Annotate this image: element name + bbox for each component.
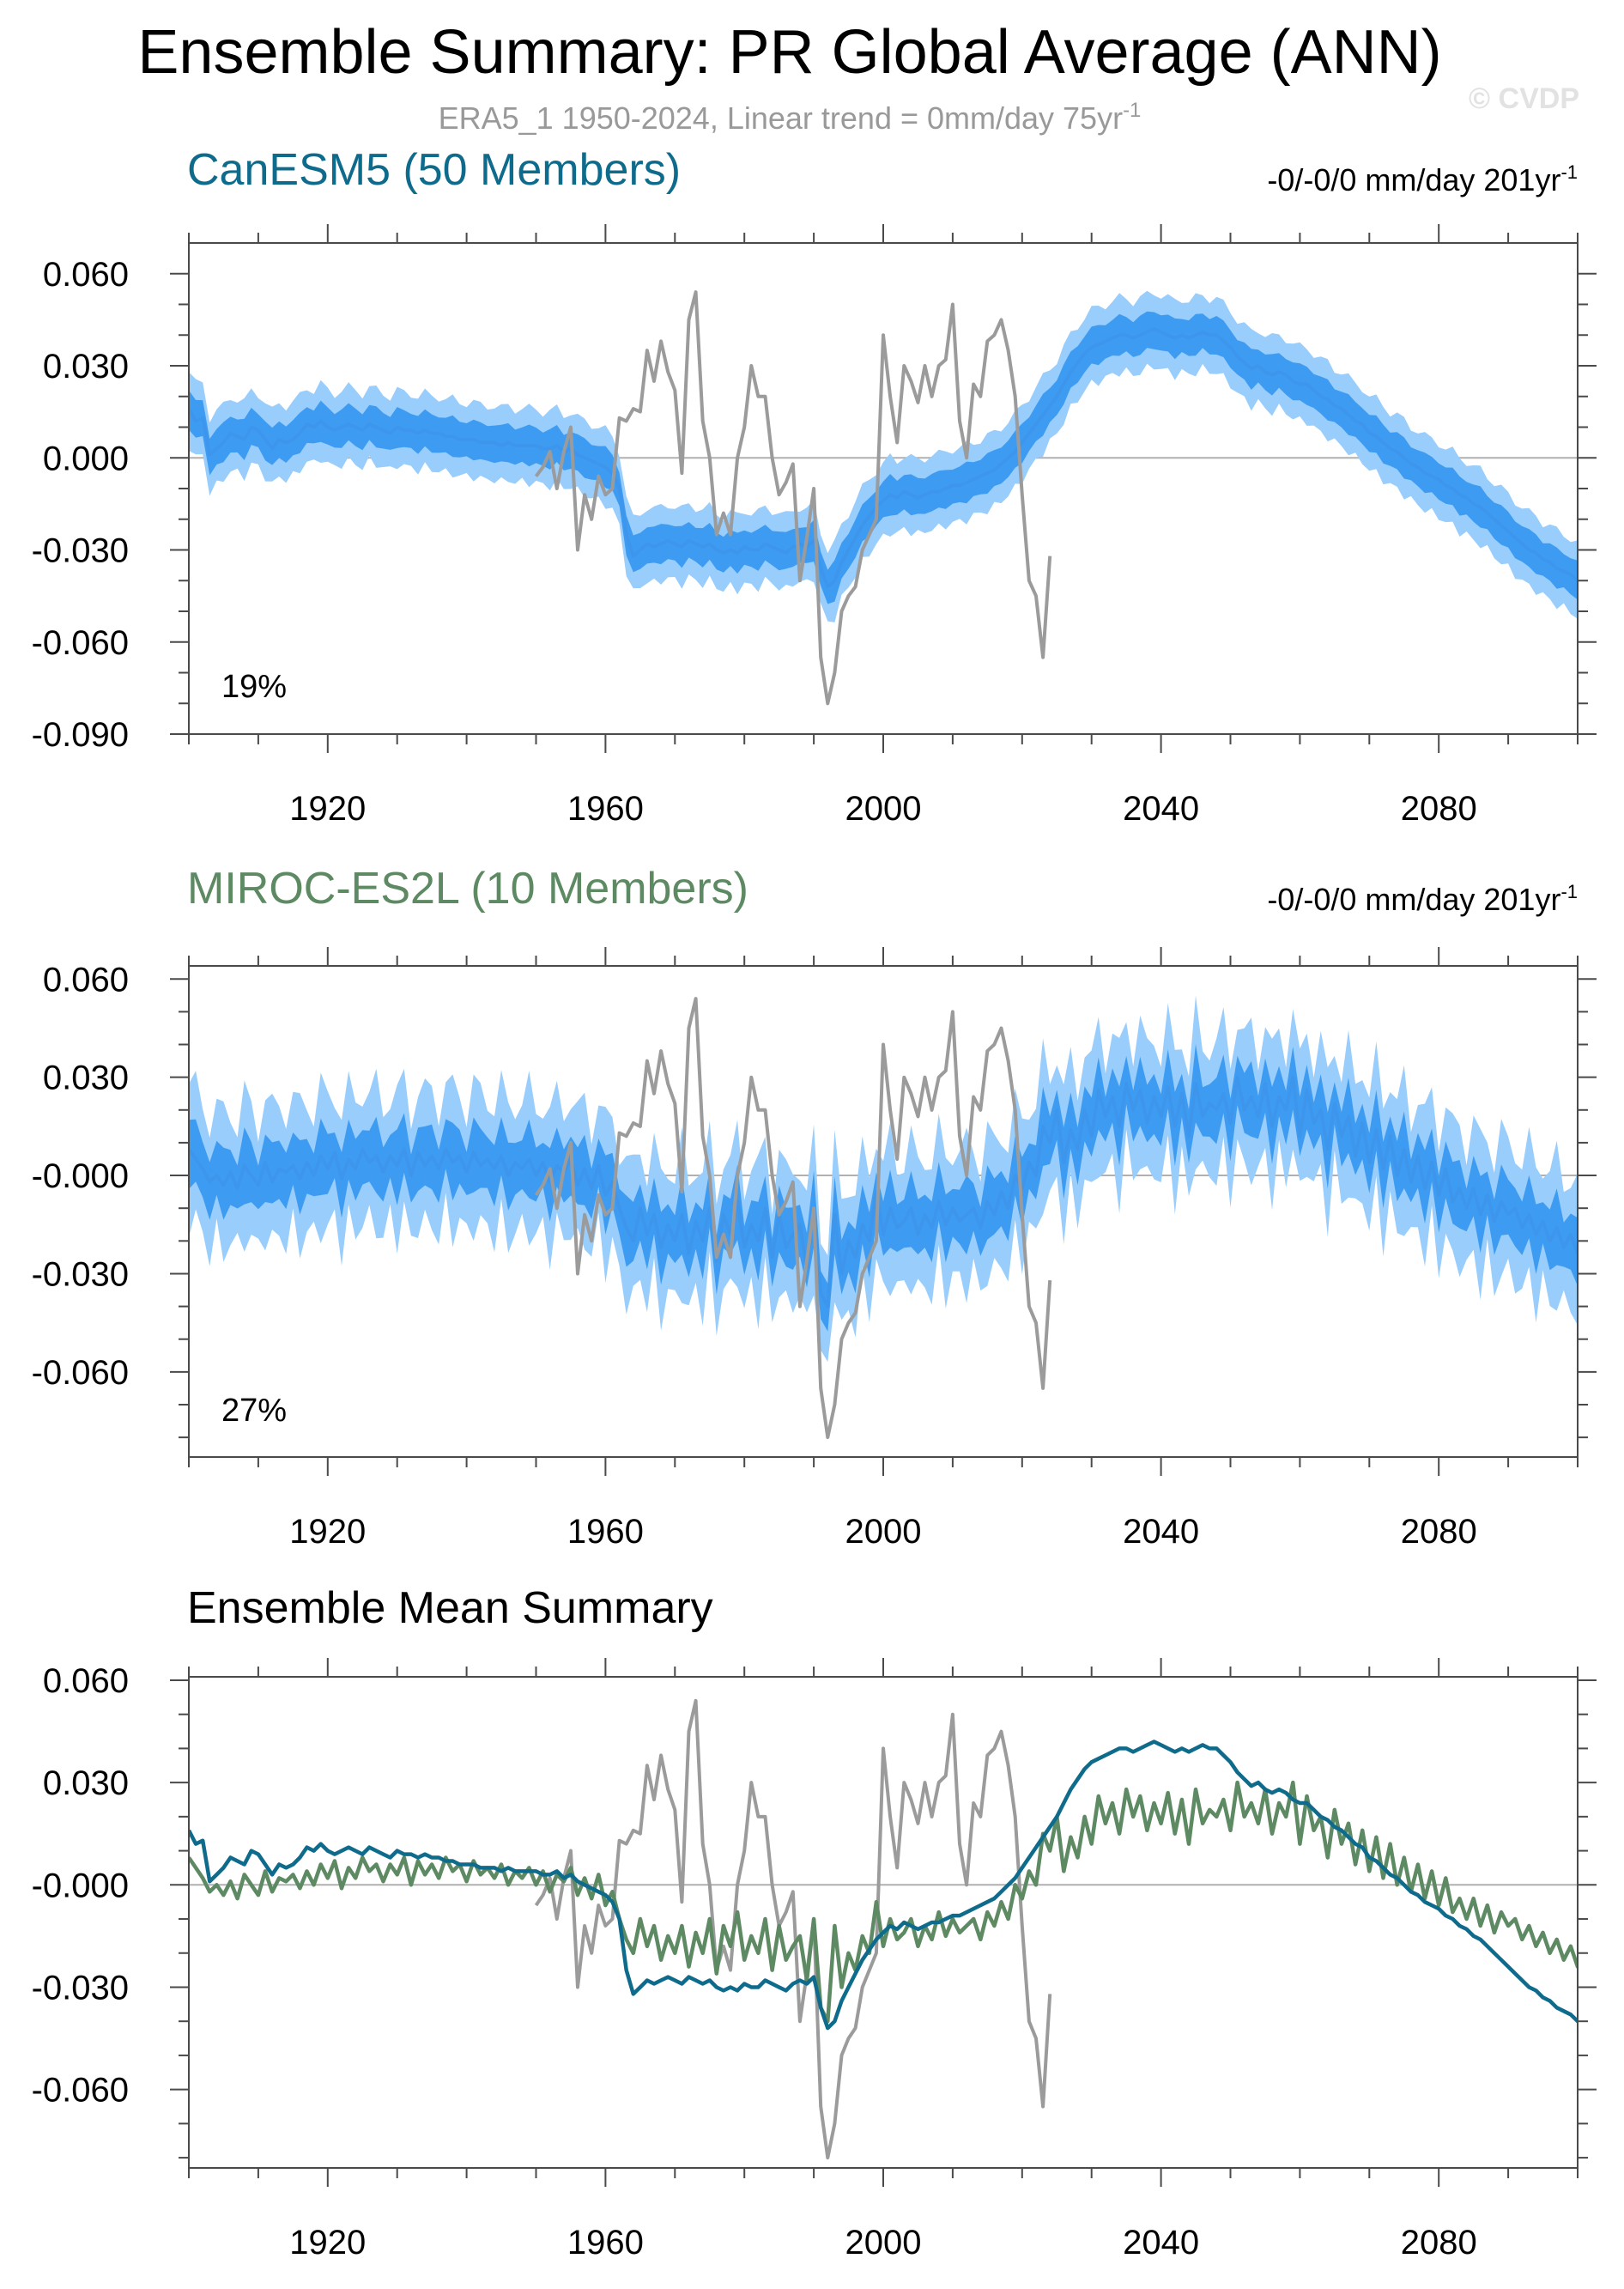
cvdp-watermark: © CVDP <box>1469 82 1579 115</box>
observations-line <box>534 290 1052 706</box>
trend-label-text: -0/-0/0 mm/day 201yr <box>1267 162 1560 197</box>
plot-area <box>189 290 1578 706</box>
x-tick-label: 1960 <box>567 790 644 828</box>
trend-label: -0/-0/0 mm/day 201yr-1 <box>1267 161 1578 197</box>
y-tick-label: -0.030 <box>32 1969 129 2007</box>
x-tick-label: 2000 <box>845 790 922 828</box>
percent-label: 19% <box>221 669 287 705</box>
plot-area <box>189 995 1578 1440</box>
panel-title: CanESM5 (50 Members) <box>187 145 681 195</box>
x-tick-label: 2000 <box>845 1513 922 1551</box>
panel-title: Ensemble Mean Summary <box>187 1583 713 1633</box>
panel-canesm5: CanESM5 (50 Members) -0/-0/0 mm/day 201yr… <box>32 145 1597 828</box>
x-tick-label: 2000 <box>845 2224 922 2262</box>
ensemble-mean-line <box>189 327 1578 589</box>
spread-outer-band <box>189 995 1578 1363</box>
figure-subtitle: ERA5_1 1950-2024, Linear trend = 0mm/day… <box>439 99 1142 136</box>
x-tick-label: 2080 <box>1401 2224 1477 2262</box>
y-tick-label: -0.000 <box>32 1157 129 1195</box>
ensemble-mean-line <box>189 1075 1578 1308</box>
spread-outer-band <box>189 290 1578 622</box>
y-tick-label: 0.060 <box>43 961 129 999</box>
y-tick-label: -0.090 <box>32 716 129 754</box>
x-tick-label: 1960 <box>567 1513 644 1551</box>
y-tick-label: 0.030 <box>43 1059 129 1097</box>
y-tick-label: -0.030 <box>32 1255 129 1293</box>
x-tick-label: 2080 <box>1401 1513 1477 1551</box>
x-tick-label: 1960 <box>567 2224 644 2262</box>
y-tick-label: -0.000 <box>32 1867 129 1904</box>
y-tick-label: 0.060 <box>43 1662 129 1700</box>
percent-label: 27% <box>221 1393 287 1429</box>
panel-title: MIROC-ES2L (10 Members) <box>187 864 748 914</box>
x-tick-label: 1920 <box>289 2224 366 2262</box>
plot-area <box>189 1698 1578 2160</box>
trend-label: -0/-0/0 mm/day 201yr-1 <box>1267 881 1578 917</box>
x-tick-label: 1920 <box>289 1513 366 1551</box>
trend-label-sup: -1 <box>1560 881 1578 902</box>
y-tick-label: 0.030 <box>43 1764 129 1802</box>
x-tick-label: 1920 <box>289 790 366 828</box>
y-tick-label: -0.060 <box>32 1354 129 1392</box>
x-tick-label: 2080 <box>1401 790 1477 828</box>
x-tick-label: 2040 <box>1123 2224 1199 2262</box>
observations-line <box>534 1698 1052 2160</box>
x-tick-label: 2040 <box>1123 1513 1199 1551</box>
miroc-mean-line <box>189 1780 1578 2024</box>
figure-title: Ensemble Summary: PR Global Average (ANN… <box>137 18 1441 87</box>
y-tick-label: 0.000 <box>43 440 129 477</box>
trend-label-sup: -1 <box>1560 161 1578 183</box>
panel-ensemble-mean-summary: Ensemble Mean Summary 1920 1960 2000 2040 208… <box>32 1583 1597 2262</box>
x-tick-label: 2040 <box>1123 790 1199 828</box>
y-tick-label: 0.060 <box>43 256 129 294</box>
y-tick-label: 0.030 <box>43 348 129 386</box>
trend-label-text: -0/-0/0 mm/day 201yr <box>1267 882 1560 917</box>
canesm5-mean-line <box>189 1740 1578 2031</box>
y-tick-label: -0.060 <box>32 2072 129 2110</box>
panel-miroc-es2l: MIROC-ES2L (10 Members) -0/-0/0 mm/day 20… <box>32 864 1597 1551</box>
observations-line <box>534 997 1052 1440</box>
y-tick-label: -0.030 <box>32 532 129 570</box>
y-tick-label: -0.060 <box>32 624 129 662</box>
